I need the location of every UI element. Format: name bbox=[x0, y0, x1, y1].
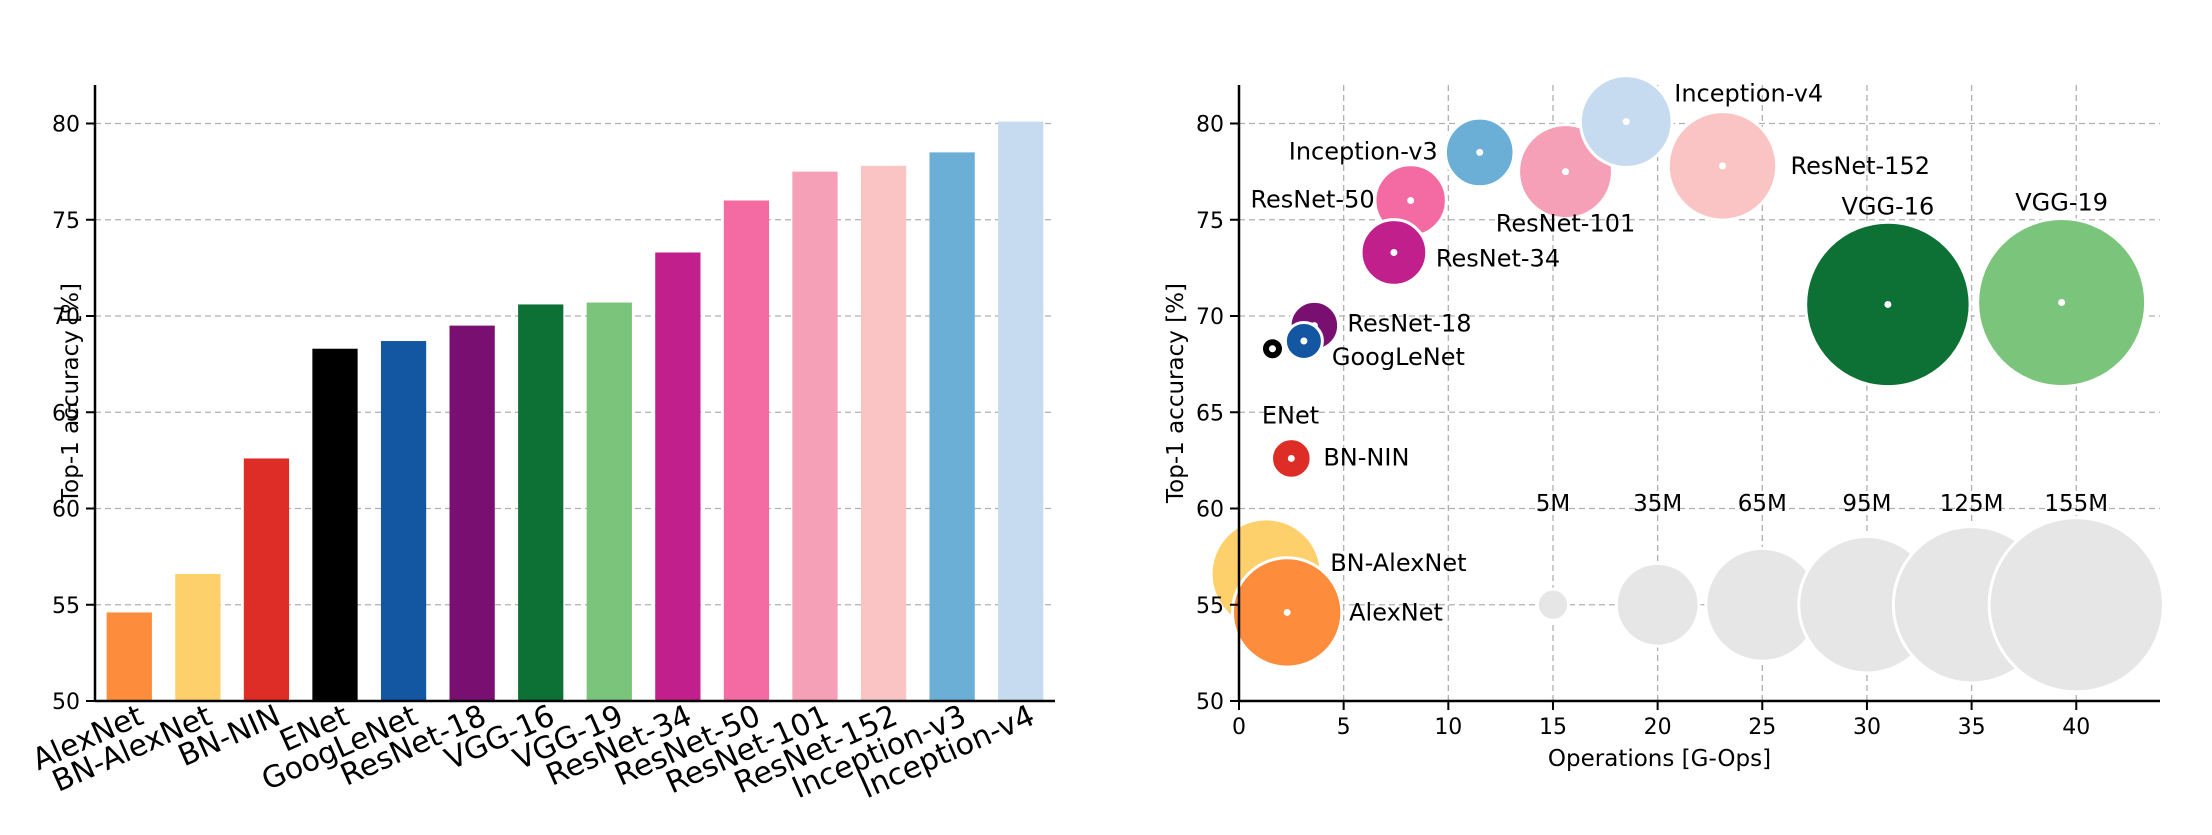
y-tick-label: 75 bbox=[52, 209, 80, 234]
x-tick-label: 30 bbox=[1853, 715, 1881, 740]
x-axis-label: Operations [G-Ops] bbox=[1548, 746, 1771, 772]
x-tick-label: 20 bbox=[1644, 715, 1672, 740]
y-tick-label: 70 bbox=[52, 305, 80, 330]
bubble-center-dot bbox=[1622, 118, 1630, 126]
y-tick-label: 50 bbox=[1196, 690, 1224, 715]
point-label-resnet-101: ResNet-101 bbox=[1496, 210, 1635, 238]
point-label-enet: ENet bbox=[1262, 402, 1319, 430]
point-label-resnet-34: ResNet-34 bbox=[1436, 244, 1560, 272]
bubble-center-dot bbox=[1300, 337, 1308, 345]
point-label-vgg-19: VGG-19 bbox=[2015, 189, 2108, 217]
bubble-center-dot bbox=[1390, 248, 1398, 256]
bar-bn-nin bbox=[243, 458, 290, 701]
y-tick-label: 65 bbox=[52, 401, 80, 426]
size-legend-bubble bbox=[1987, 516, 2165, 694]
x-tick-label: 40 bbox=[2062, 715, 2090, 740]
size-legend-label: 35M bbox=[1633, 491, 1682, 517]
bubble-center-dot bbox=[2058, 299, 2066, 307]
bar-inception-v4 bbox=[998, 121, 1044, 701]
bubble-center-dot bbox=[1287, 454, 1295, 462]
size-legend-label: 5M bbox=[1536, 491, 1570, 517]
size-legend-bubble bbox=[1614, 561, 1701, 648]
y-tick-label: 55 bbox=[1196, 594, 1224, 619]
bar-resnet-34 bbox=[655, 252, 701, 701]
y-tick-label: 60 bbox=[1196, 498, 1224, 523]
y-tick-label: 60 bbox=[52, 498, 80, 523]
x-tick-label: 15 bbox=[1539, 715, 1567, 740]
y-tick-label: 70 bbox=[1196, 305, 1224, 330]
bar-vgg-19 bbox=[586, 302, 632, 701]
bubble-center-dot bbox=[1268, 345, 1276, 353]
bar-resnet-50 bbox=[723, 200, 770, 701]
bar-googlenet bbox=[380, 341, 427, 701]
x-tick-label: 35 bbox=[1958, 715, 1986, 740]
bubble-center-dot bbox=[1283, 608, 1291, 616]
bubble-center-dot bbox=[1407, 197, 1415, 204]
bar-bn-alexnet bbox=[175, 573, 221, 701]
size-legend-bubble bbox=[1535, 587, 1571, 622]
bubble-center-dot bbox=[1719, 162, 1727, 170]
point-label-bn-nin: BN-NIN bbox=[1323, 443, 1409, 471]
size-legend-label: 95M bbox=[1842, 491, 1891, 517]
y-tick-label: 75 bbox=[1196, 209, 1224, 234]
bar-resnet-18 bbox=[449, 325, 495, 701]
y-axis-label: Top-1 accuracy [%] bbox=[58, 283, 84, 504]
size-legend-label: 155M bbox=[2044, 491, 2108, 517]
bar-enet bbox=[312, 348, 358, 701]
y-tick-label: 80 bbox=[1196, 113, 1224, 138]
point-label-bn-alexnet: BN-AlexNet bbox=[1330, 549, 1466, 577]
point-label-resnet-152: ResNet-152 bbox=[1791, 152, 1930, 180]
bar-vgg-16 bbox=[518, 304, 564, 701]
y-tick-label: 50 bbox=[52, 690, 80, 715]
point-label-resnet-50: ResNet-50 bbox=[1250, 186, 1374, 214]
point-label-resnet-18: ResNet-18 bbox=[1347, 310, 1471, 338]
y-tick-label: 80 bbox=[52, 113, 80, 138]
bubble-center-dot bbox=[1562, 168, 1570, 176]
point-label-vgg-16: VGG-16 bbox=[1841, 192, 1934, 220]
bar-inception-v3 bbox=[929, 152, 975, 701]
x-tick-label: 25 bbox=[1748, 715, 1776, 740]
point-label-inception-v4: Inception-v4 bbox=[1674, 80, 1823, 108]
point-label-googlenet: GoogLeNet bbox=[1332, 343, 1465, 371]
size-legend-label: 65M bbox=[1738, 491, 1787, 517]
x-tick-label: 0 bbox=[1232, 715, 1246, 740]
bubble-center-dot bbox=[1884, 300, 1892, 308]
bar-alexnet bbox=[106, 612, 152, 701]
point-label-alexnet: AlexNet bbox=[1349, 598, 1443, 626]
y-tick-label: 65 bbox=[1196, 401, 1224, 426]
bar-resnet-101 bbox=[792, 171, 838, 701]
bar-resnet-152 bbox=[860, 165, 907, 702]
x-tick-label: 5 bbox=[1337, 715, 1351, 740]
point-label-inception-v3: Inception-v3 bbox=[1289, 137, 1438, 165]
y-tick-label: 55 bbox=[52, 594, 80, 619]
size-legend-label: 125M bbox=[1940, 491, 2004, 517]
bubble-center-dot bbox=[1476, 148, 1484, 156]
y-axis-label: Top-1 accuracy [%] bbox=[1163, 283, 1189, 504]
x-tick-label: 10 bbox=[1434, 715, 1462, 740]
